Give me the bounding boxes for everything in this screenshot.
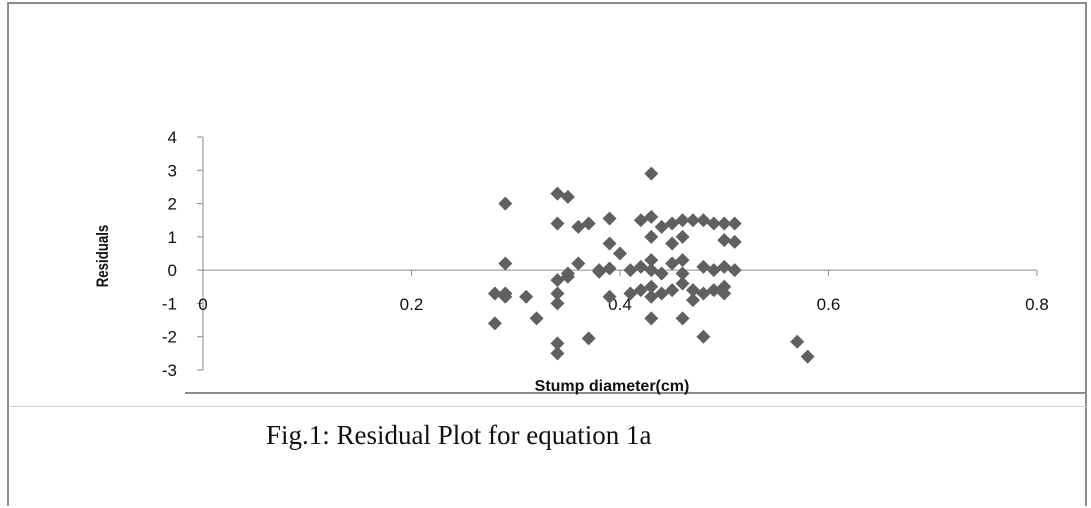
x-tick-label: 0.6 — [817, 295, 841, 314]
figure-frame — [7, 2, 1087, 506]
data-point — [675, 276, 690, 291]
data-point — [498, 196, 513, 211]
data-point — [654, 286, 669, 301]
data-point — [560, 189, 575, 204]
data-point — [675, 266, 690, 281]
data-point — [633, 283, 648, 298]
data-point — [581, 216, 596, 231]
data-point — [487, 316, 502, 331]
data-point — [560, 269, 575, 284]
data-point — [706, 216, 721, 231]
data-point — [550, 216, 565, 231]
data-point — [550, 296, 565, 311]
data-point — [613, 246, 627, 261]
data-point — [550, 273, 565, 288]
data-point — [623, 286, 638, 301]
data-point — [790, 334, 805, 349]
data-point — [498, 256, 513, 271]
data-point — [623, 263, 638, 278]
data-point — [685, 293, 700, 308]
data-point — [696, 286, 711, 301]
data-point — [519, 289, 534, 304]
data-point — [665, 256, 680, 271]
data-point — [592, 264, 607, 279]
data-point — [644, 229, 659, 244]
data-point — [571, 256, 586, 271]
data-point — [727, 263, 742, 278]
data-point — [550, 186, 565, 201]
data-point — [717, 233, 732, 248]
data-point — [644, 263, 659, 278]
y-axis-title: Residuals — [94, 225, 113, 288]
data-point — [696, 259, 711, 274]
data-point — [800, 349, 815, 364]
data-point — [675, 253, 690, 268]
y-tick-label: 1 — [168, 228, 177, 247]
data-point — [675, 229, 690, 244]
data-point — [644, 253, 659, 268]
data-point — [717, 286, 732, 301]
data-point — [602, 289, 617, 304]
data-point — [654, 219, 669, 234]
data-point — [602, 211, 617, 226]
x-tick-label: 0.2 — [400, 295, 424, 314]
data-point — [727, 216, 742, 231]
data-point — [550, 286, 565, 301]
y-tick-label: -1 — [162, 294, 177, 313]
data-point — [581, 331, 596, 346]
x-axis-title: Stump diameter(cm) — [535, 378, 690, 395]
data-point — [717, 216, 732, 231]
data-point — [696, 213, 711, 228]
frame-bottom-border — [185, 392, 1087, 394]
data-point — [696, 329, 711, 344]
data-point — [550, 336, 565, 351]
y-tick-label: 2 — [168, 195, 177, 214]
data-point — [644, 289, 659, 304]
data-point — [602, 236, 617, 251]
data-point — [633, 213, 648, 228]
y-tick-label: -2 — [162, 328, 177, 347]
data-point — [727, 234, 742, 249]
data-point — [644, 279, 659, 294]
data-point — [498, 286, 513, 301]
data-point — [706, 263, 721, 278]
y-tick-label: 0 — [168, 261, 177, 280]
data-point — [685, 213, 700, 228]
data-point — [665, 236, 680, 251]
data-point — [717, 259, 732, 274]
data-point — [665, 216, 680, 231]
data-point — [571, 219, 586, 234]
y-tick-label: 4 — [168, 128, 177, 147]
data-point — [644, 166, 659, 181]
y-tick-label: 3 — [168, 161, 177, 180]
data-point — [633, 259, 648, 274]
data-point — [487, 286, 502, 301]
data-point — [644, 209, 659, 224]
y-tick-label: -3 — [162, 361, 177, 380]
data-point — [675, 213, 690, 228]
data-point — [644, 311, 659, 326]
x-tick-label: 0.4 — [608, 295, 632, 314]
data-point — [602, 261, 617, 276]
data-point — [675, 311, 690, 326]
data-point — [654, 266, 669, 281]
data-point — [550, 346, 565, 361]
x-tick-label: 0.8 — [1025, 295, 1049, 314]
divider-line — [10, 406, 1087, 407]
x-tick-label: 0 — [198, 295, 207, 314]
figure-caption: Fig.1: Residual Plot for equation 1a — [266, 420, 652, 450]
data-point — [685, 283, 700, 298]
data-point — [529, 311, 544, 326]
data-point — [706, 283, 721, 298]
data-point — [665, 283, 680, 298]
